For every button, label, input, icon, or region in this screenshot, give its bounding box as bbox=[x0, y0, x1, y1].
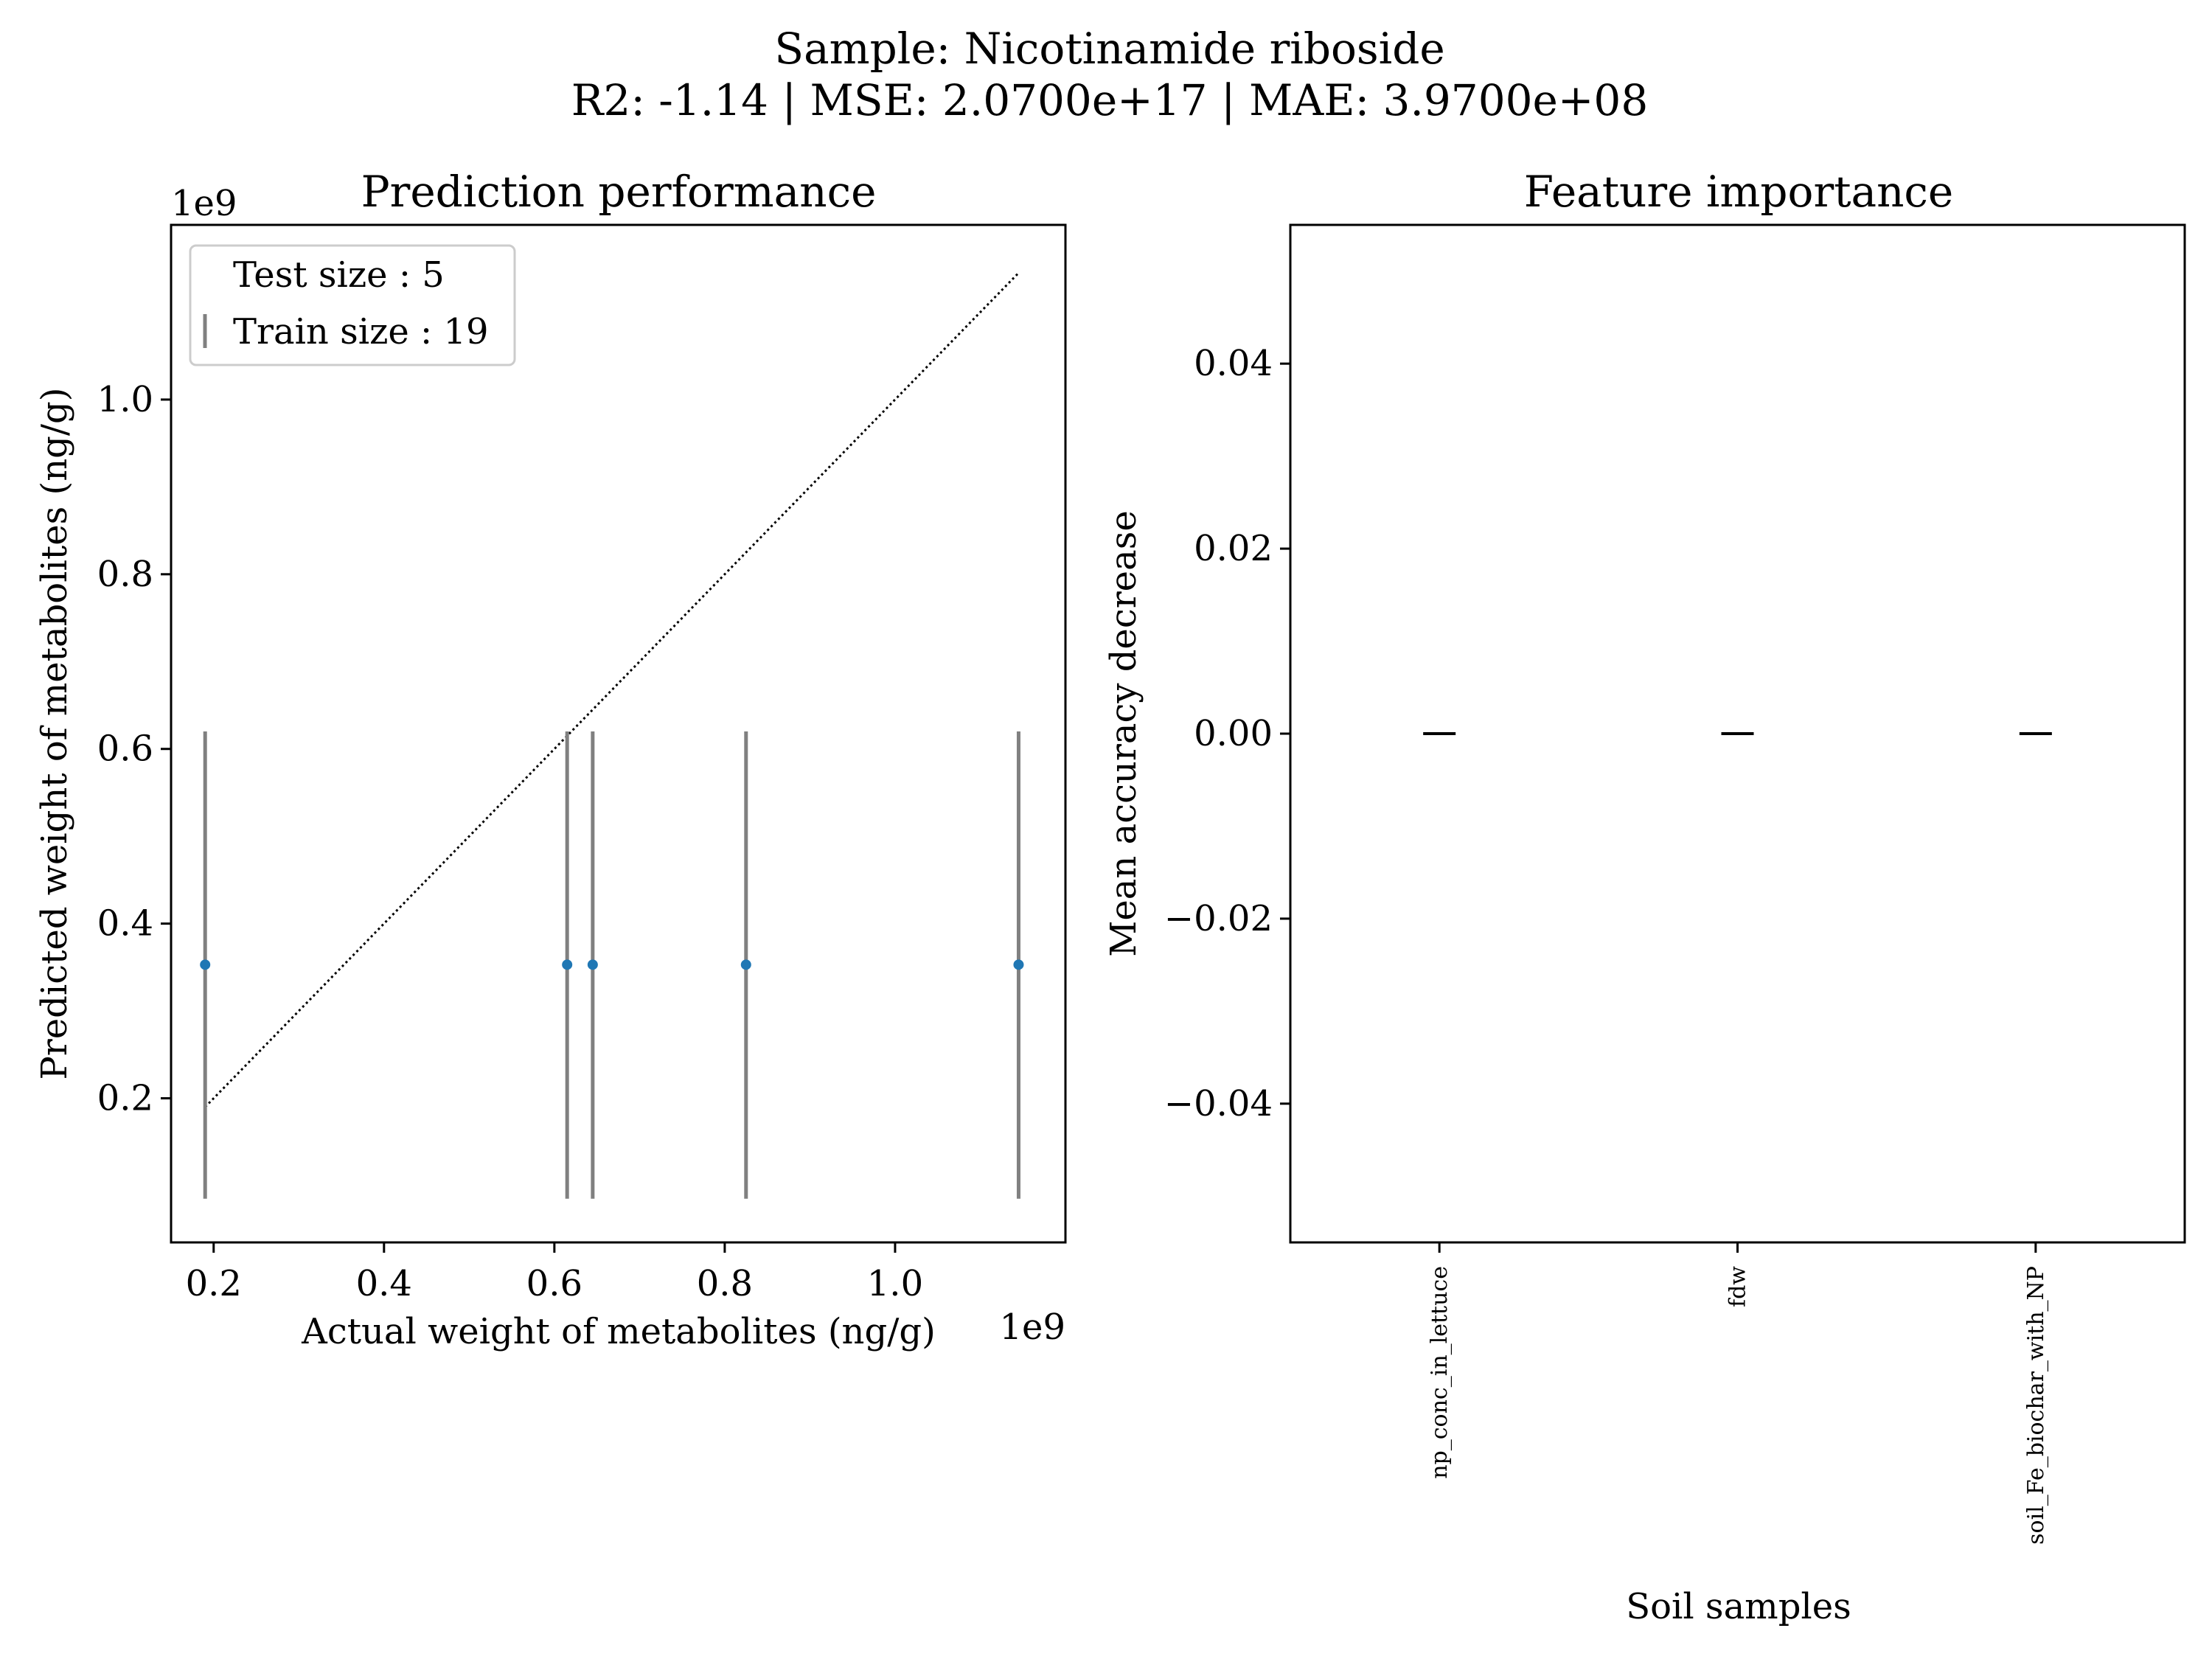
suptitle-line2: R2: -1.14 | MSE: 2.0700e+17 | MAE: 3.970… bbox=[571, 75, 1648, 125]
category-label: np_conc_in_lettuce bbox=[1427, 1266, 1453, 1479]
y-tick-label: 1.0 bbox=[97, 379, 153, 420]
x-tick-label: 0.8 bbox=[697, 1263, 753, 1304]
y-tick-label: 0.04 bbox=[1194, 343, 1273, 384]
legend-entry-test: Test size : 5 bbox=[233, 254, 445, 296]
y-tick-label: 0.02 bbox=[1194, 528, 1273, 569]
data-point bbox=[1013, 959, 1024, 970]
identity-line bbox=[204, 272, 1020, 1108]
suptitle-line1: Sample: Nicotinamide riboside bbox=[774, 24, 1444, 74]
y-tick-label: 0.2 bbox=[97, 1078, 153, 1119]
feature-y-ticks: 0.04 0.02 0.00 −0.02 −0.04 bbox=[1164, 343, 1290, 1124]
y-tick-label: 0.4 bbox=[97, 903, 153, 945]
category-label: soil_Fe_biochar_with_NP bbox=[2023, 1266, 2049, 1545]
data-point bbox=[740, 959, 751, 970]
prediction-chart: Prediction performance 1e9 0.2 0.4 0.6 0.8 1… bbox=[34, 167, 1067, 1352]
x-tick-label: 0.4 bbox=[356, 1263, 412, 1304]
prediction-chart-title: Prediction performance bbox=[361, 167, 877, 217]
category-label: fdw bbox=[1725, 1266, 1751, 1307]
feature-x-ticks: np_conc_in_lettuce fdw soil_Fe_biochar_wit… bbox=[1427, 1242, 2049, 1545]
prediction-points bbox=[200, 959, 1024, 970]
prediction-x-axis-label: Actual weight of metabolites (ng/g) bbox=[301, 1311, 936, 1352]
x-tick-label: 0.6 bbox=[526, 1263, 582, 1304]
y-tick-label: −0.04 bbox=[1164, 1083, 1273, 1124]
prediction-x-offset-label: 1e9 bbox=[1000, 1307, 1065, 1348]
prediction-y-ticks: 0.2 0.4 0.6 0.8 1.0 bbox=[97, 379, 171, 1119]
feature-x-axis-label: Soil samples bbox=[1626, 1586, 1851, 1627]
y-tick-label: 0.6 bbox=[97, 728, 153, 770]
legend: Test size : 5 Train size : 19 bbox=[189, 244, 516, 366]
x-tick-label: 1.0 bbox=[867, 1263, 923, 1304]
error-bars bbox=[203, 731, 1020, 1199]
prediction-y-axis-label: Predicted weight of metabolites (ng/g) bbox=[34, 388, 75, 1080]
prediction-plot-area bbox=[170, 223, 1067, 1244]
data-point bbox=[587, 959, 598, 970]
feature-importance-chart: Feature importance 0.04 0.02 0.00 −0.02 −0.0… bbox=[1103, 167, 2186, 1627]
feature-y-axis-label: Mean accuracy decrease bbox=[1103, 510, 1144, 956]
y-tick-label: 0.00 bbox=[1194, 713, 1273, 754]
y-tick-label: 0.8 bbox=[97, 554, 153, 595]
prediction-x-ticks: 0.2 0.4 0.6 0.8 1.0 bbox=[186, 1242, 923, 1304]
y-tick-label: −0.02 bbox=[1164, 898, 1273, 939]
prediction-y-offset-label: 1e9 bbox=[171, 183, 237, 224]
feature-importance-title: Feature importance bbox=[1524, 167, 1954, 217]
data-point bbox=[562, 959, 573, 970]
legend-box bbox=[189, 244, 516, 366]
data-point bbox=[200, 959, 211, 970]
legend-entry-train: Train size : 19 bbox=[233, 311, 489, 352]
x-tick-label: 0.2 bbox=[186, 1263, 242, 1304]
